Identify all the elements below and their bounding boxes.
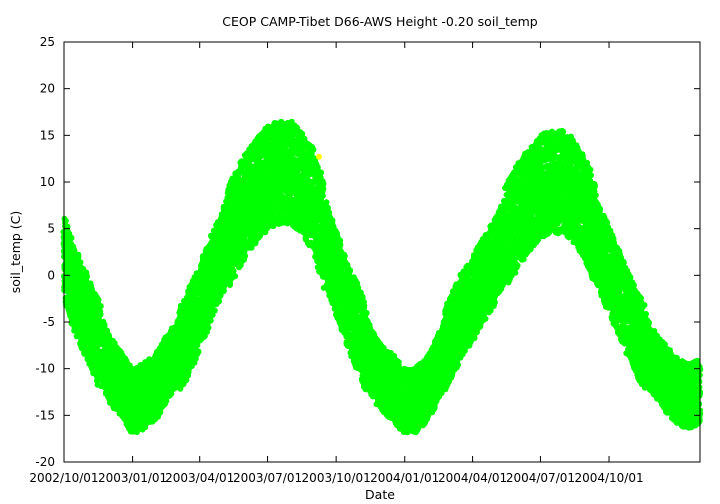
scatter-point bbox=[68, 235, 74, 241]
scatter-point bbox=[216, 298, 222, 304]
data-points bbox=[60, 119, 703, 436]
scatter-point bbox=[231, 268, 237, 274]
scatter-point bbox=[97, 309, 103, 315]
chart-title: CEOP CAMP-Tibet D66-AWS Height -0.20 soi… bbox=[222, 14, 538, 29]
scatter-point bbox=[212, 308, 218, 314]
scatter-point bbox=[205, 323, 211, 329]
scatter-point bbox=[253, 240, 259, 246]
scatter-point bbox=[196, 349, 202, 355]
scatter-point bbox=[242, 253, 248, 259]
scatter-point bbox=[227, 281, 233, 287]
scatter-point bbox=[232, 273, 238, 279]
scatter-point bbox=[98, 303, 104, 309]
scatter-point bbox=[184, 372, 190, 378]
